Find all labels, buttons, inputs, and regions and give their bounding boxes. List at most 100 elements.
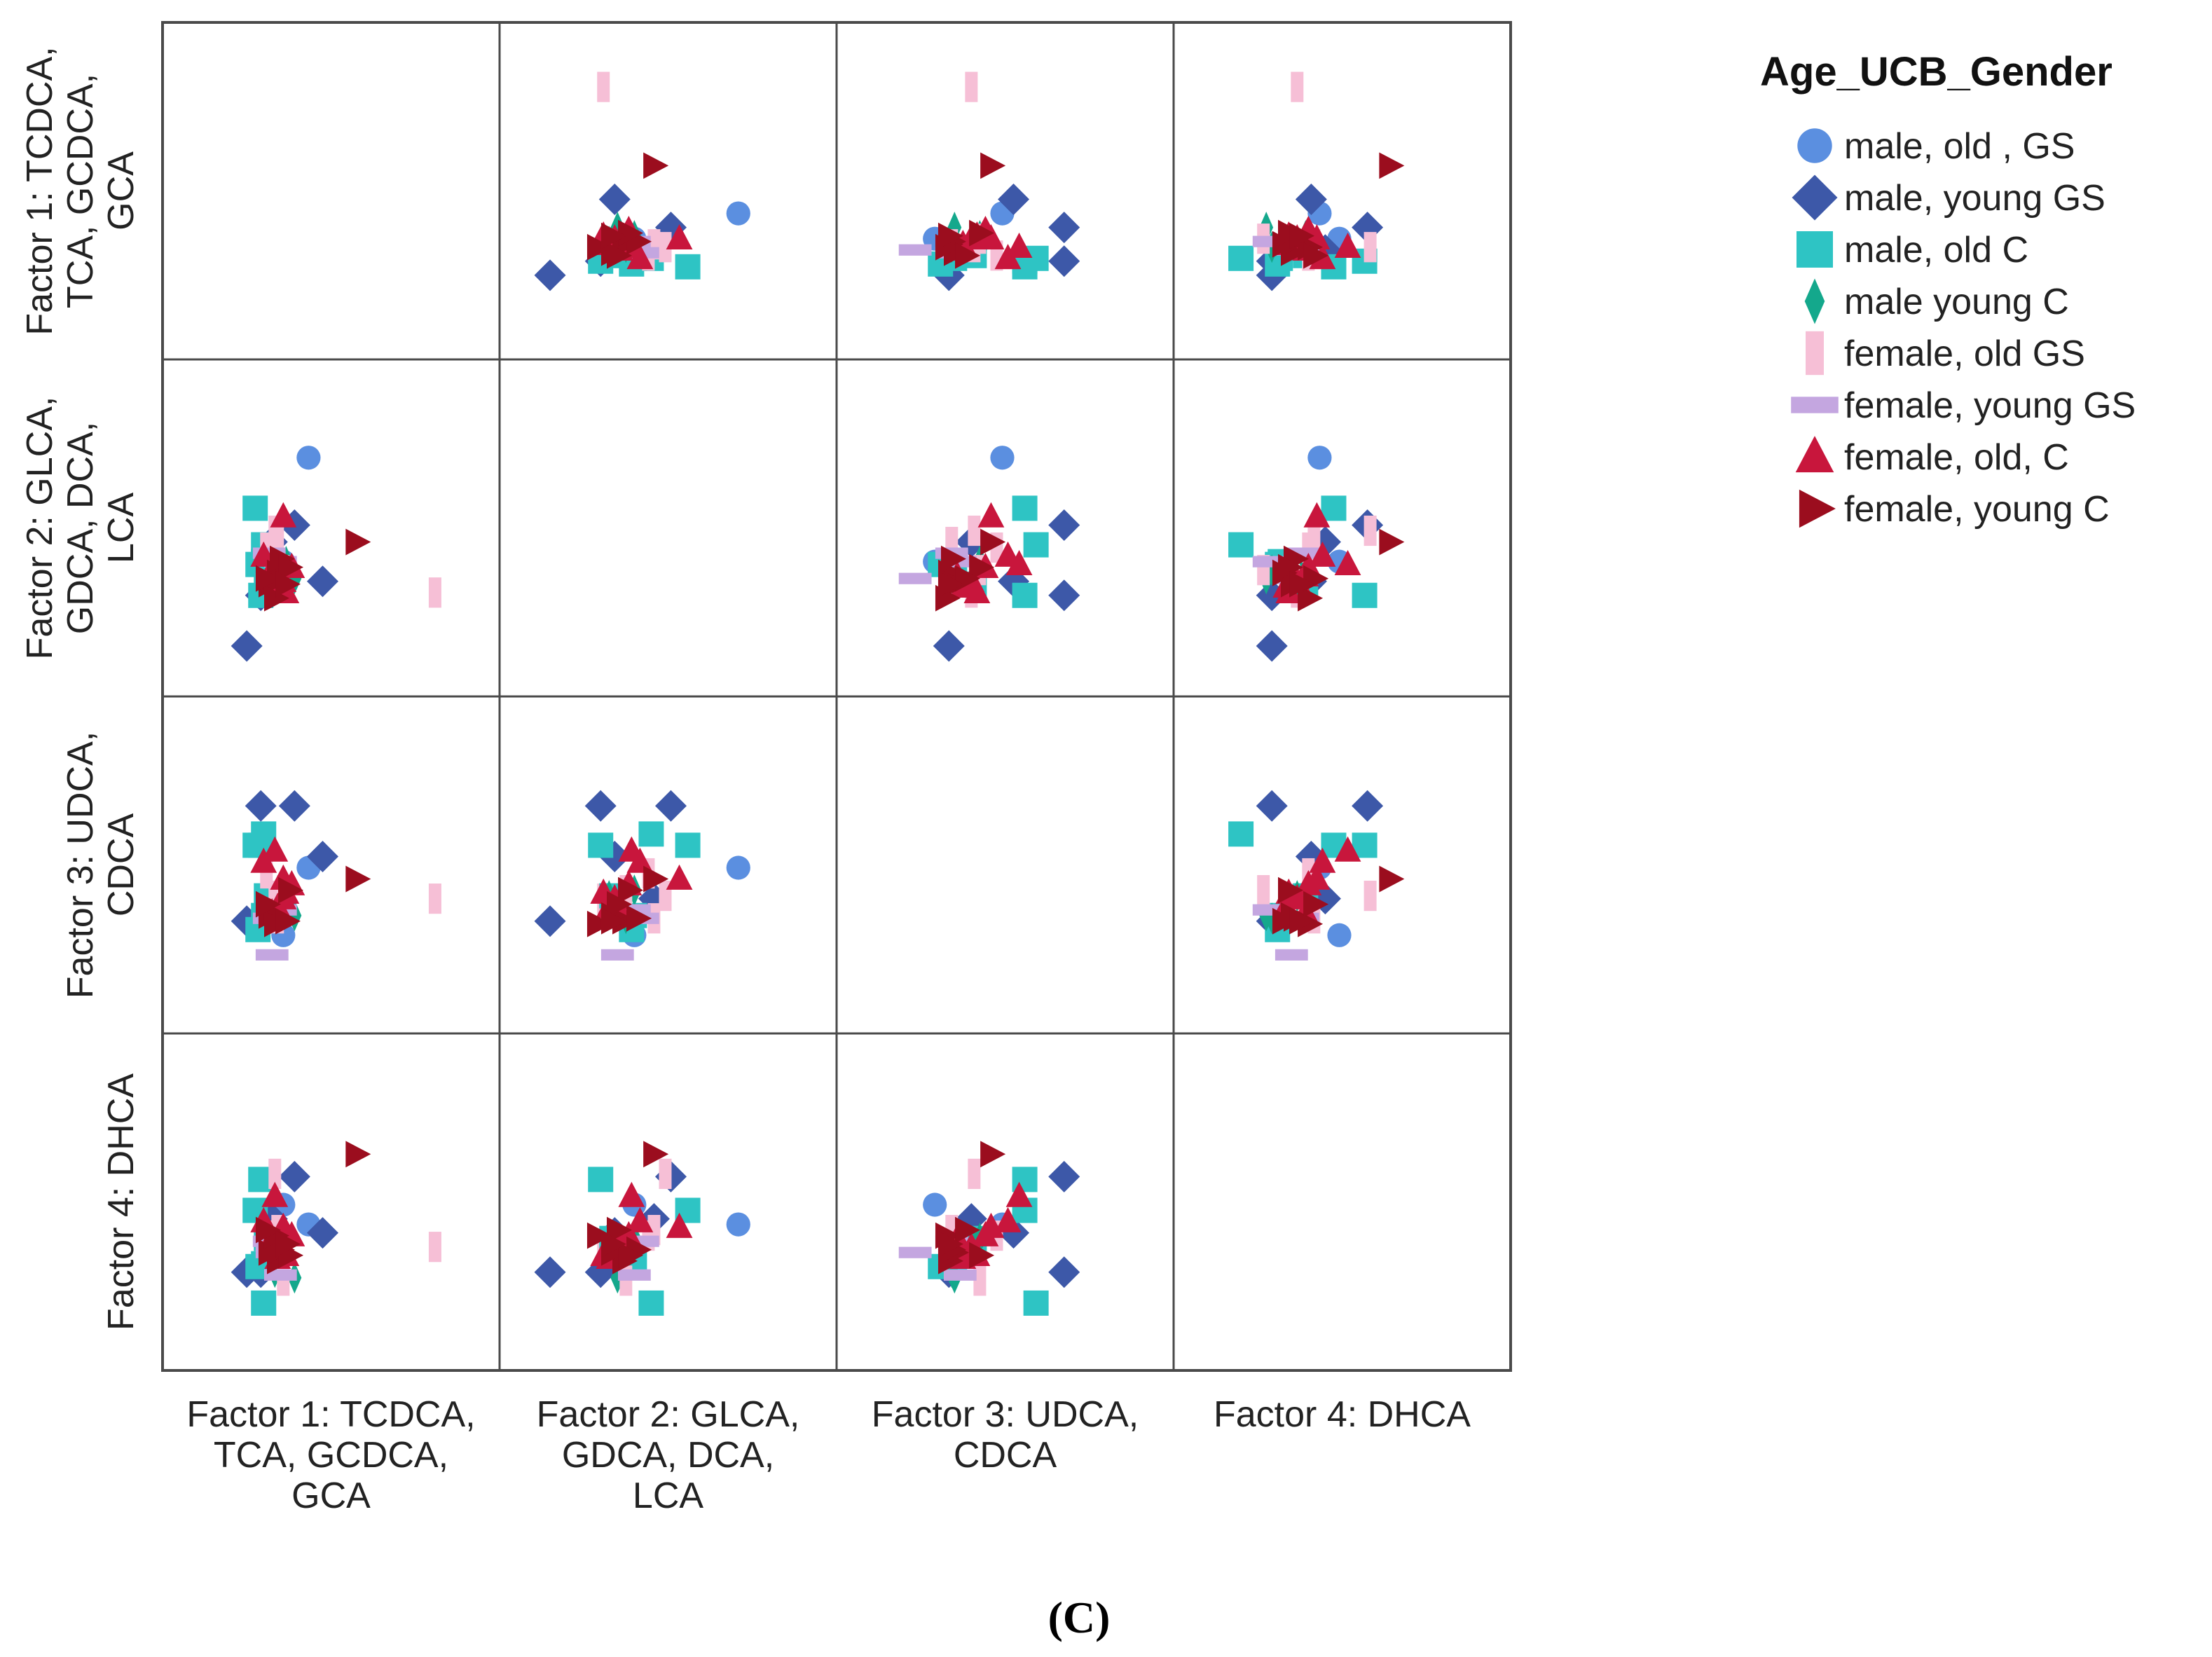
legend-item: female, young C: [1799, 489, 2110, 530]
data-point: [1257, 875, 1270, 906]
legend-label: male, young GS: [1844, 178, 2105, 219]
data-point: [977, 502, 1005, 528]
data-point: [659, 1158, 672, 1189]
legend-label: male, old C: [1844, 230, 2028, 270]
data-point: [586, 910, 612, 937]
legend-title: Age_UCB_Gender: [1760, 49, 2113, 95]
data-point: [969, 1242, 995, 1269]
data-point: [597, 71, 610, 102]
panel-points: [231, 1141, 441, 1316]
column-label-4: Factor 4: DHCA: [1214, 1394, 1471, 1435]
panel-background: [163, 696, 500, 1033]
panel-background: [1174, 359, 1511, 696]
panel-points: [898, 71, 1080, 291]
data-point: [600, 222, 626, 249]
legend-item: female, old, C: [1795, 436, 2069, 478]
data-point: [255, 1216, 281, 1244]
data-point: [969, 219, 995, 247]
data-point: [898, 244, 932, 256]
data-point: [255, 565, 281, 592]
data-point: [588, 1167, 614, 1192]
data-point: [990, 446, 1015, 470]
data-point: [1289, 222, 1315, 249]
data-point: [994, 1206, 1022, 1232]
data-point: [1352, 790, 1384, 822]
panel-background: [163, 22, 500, 359]
data-point: [943, 1269, 977, 1281]
panel-background: [837, 22, 1174, 359]
panel-points: [1228, 446, 1405, 662]
data-point: [1228, 532, 1254, 558]
data-point: [242, 495, 268, 521]
data-point: [428, 1232, 441, 1263]
data-point: [998, 1217, 1030, 1249]
panel-background: [500, 359, 837, 696]
data-point: [675, 832, 701, 858]
data-point: [1298, 584, 1324, 612]
panel-1-3: [837, 22, 1174, 359]
data-point: [618, 1242, 644, 1269]
data-point: [643, 152, 669, 179]
data-point: [306, 565, 338, 598]
panel-1-2: [500, 22, 837, 359]
column-label-1: Factor 1: TCDCA, TCA, GCDCA, GCA: [186, 1394, 475, 1516]
data-point: [245, 790, 277, 822]
legend-label: male, old , GS: [1844, 126, 2075, 167]
data-point: [306, 840, 338, 872]
svg-text:Factor 1: TCDCA,TCA, GCDCA,GCA: Factor 1: TCDCA,TCA, GCDCA,GCA: [20, 46, 142, 335]
data-point: [626, 905, 652, 932]
legend-marker: [1792, 174, 1838, 221]
legend-item: female, old GS: [1806, 331, 2085, 376]
data-point: [618, 219, 644, 247]
legend-item: male young C: [1804, 278, 2069, 324]
legend-label: female, young GS: [1844, 385, 2136, 426]
data-point: [275, 1230, 301, 1258]
data-point: [1048, 1256, 1080, 1288]
data-point: [980, 528, 1006, 556]
data-point: [584, 790, 617, 822]
legend-marker: [1804, 278, 1825, 324]
data-point: [937, 222, 963, 249]
data-point: [255, 891, 281, 918]
panel-points: [534, 71, 750, 291]
data-point: [618, 1181, 645, 1207]
data-point: [534, 1256, 566, 1288]
data-point: [998, 184, 1030, 216]
data-point: [1048, 579, 1080, 612]
legend-item: female, young GS: [1791, 385, 2136, 426]
data-point: [955, 242, 981, 269]
panel-1-4: [1174, 22, 1511, 359]
data-point: [666, 1212, 693, 1238]
data-point: [1334, 233, 1361, 259]
data-point: [1303, 891, 1329, 918]
column-axis-labels: Factor 1: TCDCA, TCA, GCDCA, GCA Factor 2: …: [186, 1394, 1471, 1516]
data-point: [263, 584, 289, 612]
data-point: [1256, 790, 1288, 822]
data-point: [1023, 532, 1049, 558]
data-point: [1291, 71, 1304, 102]
data-point: [726, 855, 750, 880]
data-point: [534, 259, 566, 291]
data-point: [1363, 232, 1377, 263]
data-point: [618, 876, 644, 904]
data-point: [261, 836, 289, 862]
data-point: [600, 949, 634, 961]
data-point: [1379, 152, 1405, 179]
legend-marker: [1797, 231, 1833, 268]
panel-4-4: [1174, 1033, 1511, 1370]
row-label-4: Factor 4: DHCA: [101, 1073, 142, 1331]
panel-4-3: [837, 1033, 1174, 1370]
data-point: [278, 1160, 310, 1192]
legend-marker: [1797, 128, 1832, 163]
data-point: [261, 1181, 289, 1207]
data-point: [275, 907, 301, 935]
data-point: [1005, 233, 1033, 259]
data-point: [607, 242, 632, 269]
data-point: [278, 876, 304, 904]
data-point: [1289, 907, 1315, 935]
data-point: [278, 554, 304, 581]
legend-item: male, old , GS: [1797, 126, 2075, 167]
column-label-2: Factor 2: GLCA, GDCA, DCA, LCA: [537, 1394, 800, 1516]
data-point: [1012, 582, 1038, 608]
data-point: [278, 790, 310, 822]
